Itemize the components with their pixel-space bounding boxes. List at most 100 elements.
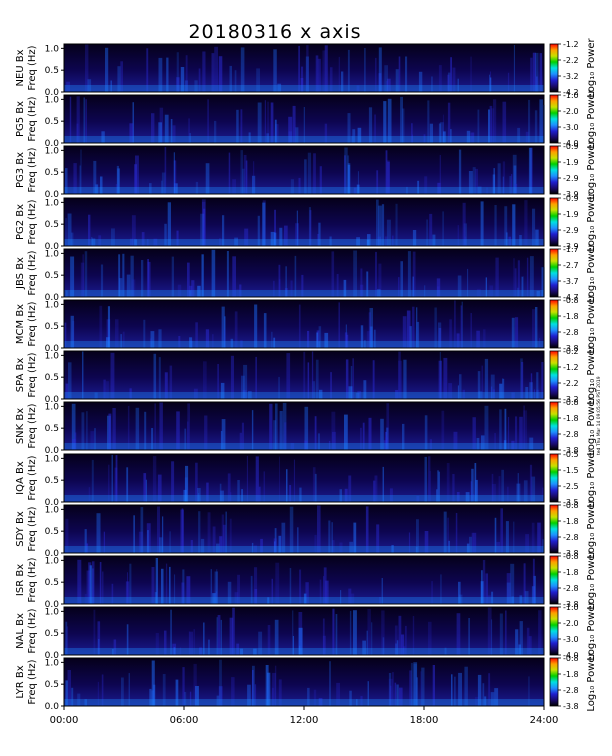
- spectral-streak: [458, 672, 462, 706]
- low-frequency-band: [64, 290, 544, 297]
- spectral-streak: [117, 168, 120, 194]
- spectral-streak: [211, 249, 216, 297]
- spectral-streak: [406, 186, 408, 194]
- spectral-streak: [176, 52, 179, 92]
- spectral-streak: [481, 435, 485, 450]
- spectral-streak: [427, 100, 430, 143]
- spectrogram-area: [64, 505, 544, 553]
- spectral-streak: [253, 161, 255, 194]
- y-tick-label: 1.0: [45, 556, 60, 566]
- spectral-streak: [179, 647, 182, 655]
- spectral-streak: [456, 613, 461, 655]
- station-label: LYR Bx: [15, 665, 26, 698]
- spectral-streak: [184, 80, 188, 92]
- spectral-streak: [462, 202, 466, 246]
- spectral-streak: [439, 155, 441, 194]
- spectral-streak: [416, 519, 419, 553]
- spectral-streak: [107, 306, 110, 348]
- y-tick-label: 1.0: [45, 351, 60, 361]
- spectral-streak: [417, 180, 420, 194]
- spectral-streak: [234, 237, 238, 246]
- spectral-streak: [438, 360, 442, 399]
- spectral-streak: [542, 487, 544, 502]
- spectral-streak: [533, 575, 536, 604]
- spectral-streak: [434, 307, 437, 348]
- spectral-streak: [161, 568, 164, 604]
- spectral-streak: [484, 405, 489, 450]
- spectral-streak: [170, 119, 173, 143]
- spectral-streak: [254, 567, 258, 604]
- spectral-streak: [85, 543, 89, 553]
- spectral-streak: [513, 258, 515, 297]
- spectral-streak: [154, 592, 157, 604]
- spectral-streak: [519, 621, 523, 655]
- y-tick-label: 0.5: [45, 680, 59, 690]
- spectral-streak: [207, 512, 211, 553]
- spectral-streak: [438, 65, 442, 92]
- spectral-streak: [500, 508, 503, 553]
- spectral-streak: [77, 559, 82, 604]
- spectral-streak: [79, 165, 81, 194]
- spectral-streak: [532, 309, 536, 348]
- spectral-streak: [364, 48, 366, 92]
- spectral-streak: [532, 558, 535, 604]
- spectral-streak: [439, 351, 441, 399]
- spectral-streak: [274, 528, 277, 553]
- spectral-streak: [487, 595, 492, 604]
- spectral-streak: [97, 681, 99, 706]
- spectral-streak: [511, 317, 515, 348]
- spectral-streak: [143, 473, 147, 502]
- colorbar: [549, 299, 559, 349]
- spectral-streak: [217, 364, 219, 399]
- spectral-streak: [510, 563, 515, 604]
- spectral-streak: [410, 662, 413, 706]
- spectral-streak: [274, 119, 277, 143]
- spectral-streak: [303, 593, 307, 604]
- panel-frame: [63, 43, 545, 93]
- colorbar: [549, 350, 559, 400]
- spectral-streak: [86, 570, 91, 604]
- x-tick-label: 06:00: [170, 715, 199, 726]
- spectral-streak: [221, 306, 225, 348]
- spectral-streak: [115, 455, 118, 502]
- spectral-streak: [353, 522, 357, 553]
- spectral-streak: [110, 80, 112, 92]
- y-tick-label: 0.0: [45, 498, 60, 508]
- spectral-streak: [482, 683, 485, 706]
- spectral-streak: [303, 351, 306, 399]
- spectral-streak: [311, 351, 314, 399]
- spectral-streak: [381, 610, 385, 655]
- colorbar-tick-label: -4.2: [563, 88, 579, 97]
- spectral-streak: [229, 65, 232, 92]
- spectral-streak: [539, 99, 543, 143]
- spectral-streak: [134, 164, 137, 194]
- spectral-streak: [101, 131, 105, 143]
- spectrogram-area: [64, 249, 544, 297]
- spectral-streak: [529, 382, 533, 399]
- colorbar: [549, 606, 559, 656]
- spectral-streak: [356, 699, 358, 706]
- spectral-streak: [220, 431, 223, 450]
- spectral-streak: [216, 569, 218, 604]
- spectral-streak: [431, 581, 433, 604]
- spectral-streak: [476, 288, 481, 297]
- spectral-streak: [348, 386, 353, 399]
- spectral-streak: [118, 254, 121, 297]
- spectral-streak: [267, 597, 270, 604]
- spectral-streak: [518, 644, 521, 655]
- spectral-streak: [498, 476, 501, 502]
- spectral-streak: [436, 489, 438, 502]
- spectral-streak: [105, 381, 109, 399]
- spectral-streak: [336, 274, 339, 297]
- spectrogram-area: [64, 607, 544, 655]
- spectral-streak: [277, 83, 282, 92]
- spectral-streak: [457, 225, 459, 246]
- spectral-streak: [363, 380, 367, 399]
- spectral-streak: [480, 581, 484, 604]
- spectral-streak: [511, 596, 514, 604]
- spectral-streak: [386, 427, 389, 450]
- spectral-streak: [395, 203, 398, 246]
- colorbar-label: Log₁₀ Power: [586, 242, 597, 302]
- spectral-streak: [331, 522, 333, 553]
- y-tick-label: 0.0: [45, 549, 60, 559]
